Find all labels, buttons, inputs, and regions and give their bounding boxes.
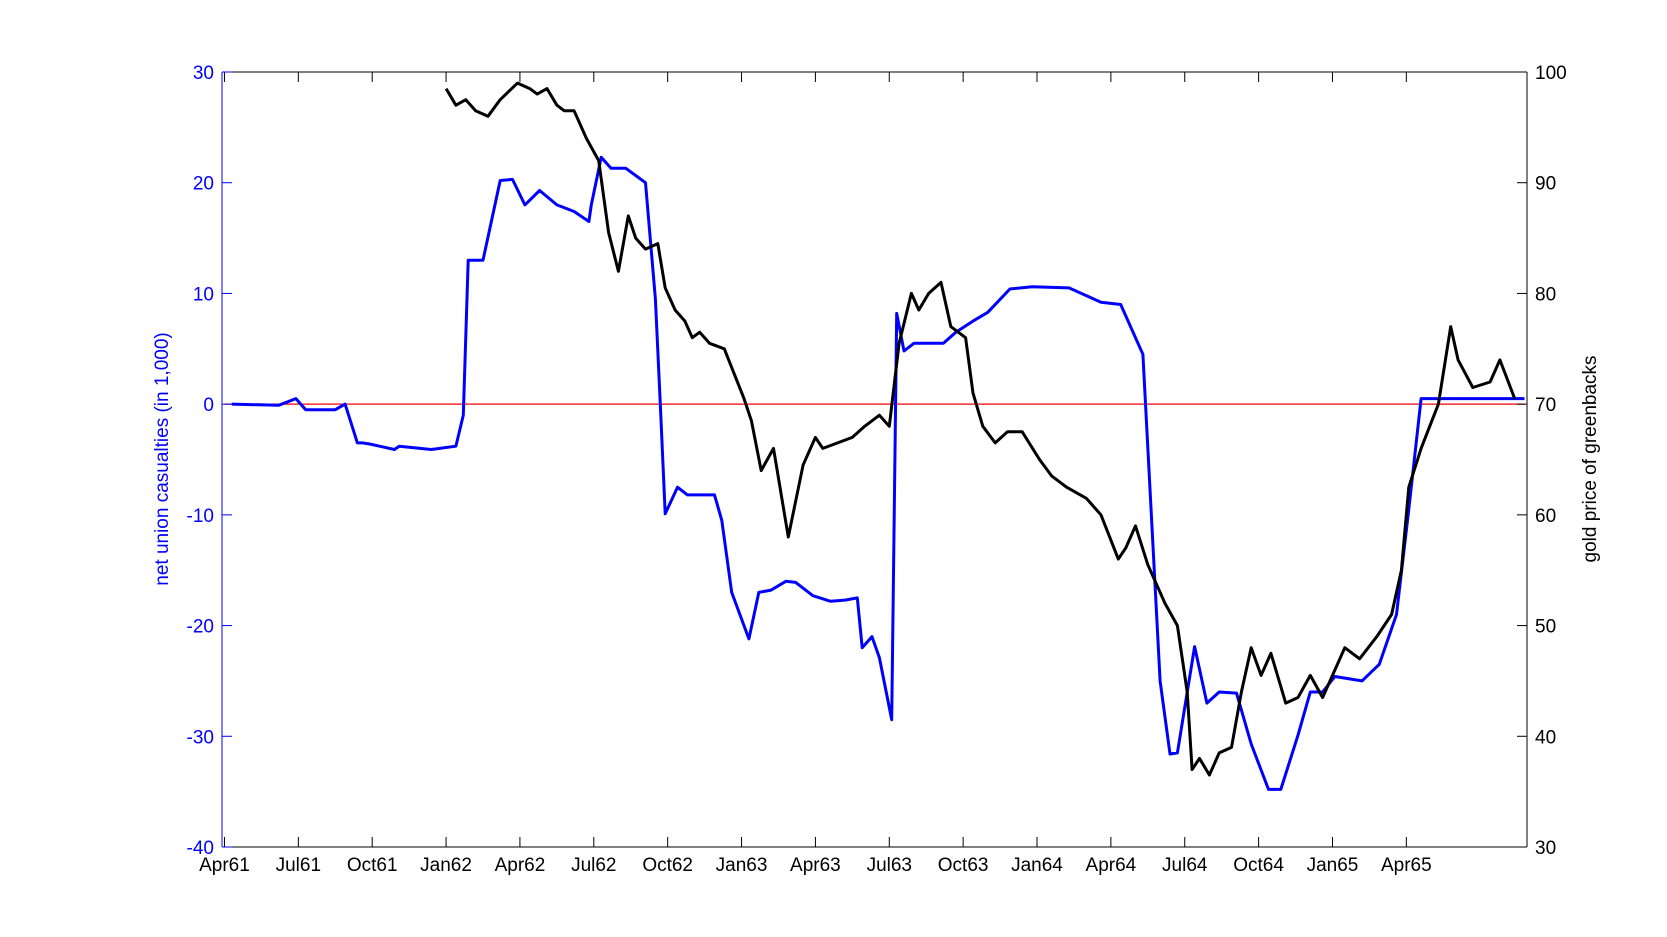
x-tick-label: Oct61: [347, 855, 398, 876]
x-tick-label: Oct62: [642, 855, 693, 876]
x-tick-label: Jul64: [1162, 855, 1208, 876]
left-tick-label: -10: [187, 506, 214, 527]
left-tick-label: 30: [193, 63, 214, 84]
left-tick-label: 10: [193, 284, 214, 305]
right-tick-label: 30: [1535, 838, 1556, 859]
series-group: [231, 81, 1525, 791]
right-tick-label: 100: [1535, 63, 1567, 84]
x-tick-label: Jan64: [1011, 855, 1063, 876]
left-tick-label: 20: [193, 174, 214, 195]
x-tick-label: Apr63: [790, 855, 841, 876]
x-tick-label: Jan65: [1307, 855, 1359, 876]
x-tick-label: Jul63: [867, 855, 912, 876]
axes-frame: [221, 71, 1528, 848]
gold-price-line: [444, 81, 1517, 777]
x-tick-label: Apr64: [1086, 855, 1137, 876]
right-tick-label: 90: [1535, 174, 1556, 195]
right-tick-label: 50: [1535, 617, 1556, 638]
x-tick-label: Apr65: [1381, 855, 1432, 876]
right-tick-label: 60: [1535, 506, 1556, 527]
right-axis-label: gold price of greenbacks: [1580, 355, 1601, 562]
left-tick-label: 0: [203, 395, 214, 416]
left-tick-label: -20: [187, 617, 214, 638]
plot-area: [222, 72, 1527, 847]
right-tick-label: 80: [1535, 284, 1556, 305]
x-tick-label: Oct63: [938, 855, 989, 876]
x-tick-label: Jul61: [276, 855, 321, 876]
tick-group: 3020100-10-20-30-4010090807060504030Apr6…: [187, 63, 1567, 876]
x-tick-label: Jan62: [420, 855, 472, 876]
x-tick-label: Apr61: [199, 855, 250, 876]
casualties-line: [231, 155, 1525, 791]
right-tick-label: 70: [1535, 395, 1556, 416]
x-tick-label: Jan63: [716, 855, 768, 876]
right-tick-label: 40: [1535, 727, 1556, 748]
x-tick-label: Jul62: [571, 855, 616, 876]
left-tick-label: -30: [187, 727, 214, 748]
x-tick-label: Apr62: [495, 855, 546, 876]
left-tick-label: -40: [187, 838, 214, 859]
left-axis-label: net union casualties (in 1,000): [152, 332, 173, 586]
x-tick-label: Oct64: [1233, 855, 1284, 876]
